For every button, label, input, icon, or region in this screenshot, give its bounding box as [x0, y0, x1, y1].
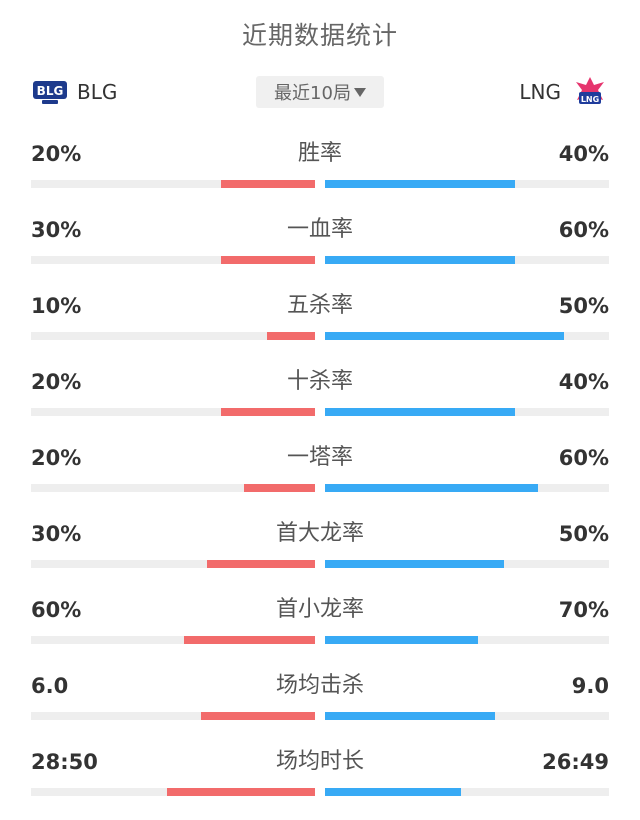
- stat-label: 一血率: [286, 217, 353, 242]
- left-bar-fill: [201, 712, 315, 720]
- left-value: 20%: [31, 142, 82, 166]
- blg-logo-icon: BLG: [31, 76, 69, 108]
- stat-label: 十杀率: [286, 369, 353, 394]
- left-bar-track: [31, 408, 315, 416]
- right-team-name: LNG: [519, 80, 561, 104]
- svg-text:LNG: LNG: [581, 95, 599, 104]
- right-value: 60%: [558, 446, 609, 470]
- left-bar-track: [31, 180, 315, 188]
- right-bar-track: [325, 636, 609, 644]
- right-bar-fill: [325, 636, 478, 644]
- left-bar-fill: [267, 332, 315, 340]
- right-bar-track: [325, 180, 609, 188]
- right-value: 70%: [558, 598, 609, 622]
- right-bar-fill: [325, 180, 515, 188]
- left-value: 30%: [31, 522, 82, 546]
- caret-down-icon: [353, 87, 366, 97]
- stat-row: 30% 首大龙率 50%: [0, 516, 640, 592]
- stat-row: 20% 一塔率 60%: [0, 440, 640, 516]
- stat-row: 10% 五杀率 50%: [0, 288, 640, 364]
- left-bar-fill: [221, 180, 315, 188]
- stat-label: 首小龙率: [275, 597, 364, 622]
- lng-logo-icon: LNG: [571, 76, 609, 108]
- right-bar-track: [325, 788, 609, 796]
- left-bar-fill: [184, 636, 315, 644]
- left-value: 60%: [31, 598, 82, 622]
- right-bar-track: [325, 560, 609, 568]
- right-bar-fill: [325, 712, 495, 720]
- stat-label: 场均时长: [275, 749, 364, 774]
- stat-row: 30% 一血率 60%: [0, 212, 640, 288]
- left-value: 20%: [31, 370, 82, 394]
- right-value: 60%: [558, 218, 609, 242]
- left-bar-fill: [244, 484, 315, 492]
- left-bar-track: [31, 256, 315, 264]
- left-bar-fill: [221, 408, 315, 416]
- left-team[interactable]: BLG BLG: [31, 76, 117, 108]
- stat-label: 首大龙率: [275, 521, 364, 546]
- left-value: 10%: [31, 294, 82, 318]
- stat-row: 20% 胜率 40%: [0, 136, 640, 212]
- right-bar-fill: [325, 788, 461, 796]
- left-value: 28:50: [31, 750, 98, 774]
- match-range-dropdown[interactable]: 最近10局: [256, 76, 384, 108]
- right-bar-fill: [325, 332, 564, 340]
- stat-label: 五杀率: [286, 293, 353, 318]
- left-bar-fill: [167, 788, 315, 796]
- stat-label: 胜率: [297, 141, 342, 166]
- left-bar-track: [31, 484, 315, 492]
- right-bar-fill: [325, 484, 538, 492]
- left-bar-track: [31, 560, 315, 568]
- right-bar-track: [325, 332, 609, 340]
- stat-row: 28:50 场均时长 26:49: [0, 744, 640, 820]
- stat-row: 60% 首小龙率 70%: [0, 592, 640, 668]
- stat-label: 场均击杀: [275, 673, 364, 698]
- stat-row: 6.0 场均击杀 9.0: [0, 668, 640, 744]
- right-value: 50%: [558, 522, 609, 546]
- page-title: 近期数据统计: [241, 21, 398, 50]
- left-value: 6.0: [31, 674, 69, 698]
- left-bar-fill: [221, 256, 315, 264]
- right-value: 40%: [558, 370, 609, 394]
- right-value: 26:49: [542, 750, 609, 774]
- stat-label: 一塔率: [286, 445, 353, 470]
- left-value: 20%: [31, 446, 82, 470]
- right-bar-track: [325, 484, 609, 492]
- right-bar-fill: [325, 256, 515, 264]
- right-value: 9.0: [571, 674, 609, 698]
- left-bar-track: [31, 712, 315, 720]
- left-value: 30%: [31, 218, 82, 242]
- left-bar-track: [31, 788, 315, 796]
- right-team[interactable]: LNG LNG: [519, 76, 609, 108]
- right-bar-fill: [325, 408, 515, 416]
- right-value: 50%: [558, 294, 609, 318]
- right-bar-track: [325, 712, 609, 720]
- svg-text:BLG: BLG: [37, 84, 64, 98]
- left-bar-track: [31, 332, 315, 340]
- right-bar-track: [325, 408, 609, 416]
- left-bar-track: [31, 636, 315, 644]
- right-value: 40%: [558, 142, 609, 166]
- right-bar-fill: [325, 560, 504, 568]
- right-bar-track: [325, 256, 609, 264]
- left-bar-fill: [207, 560, 315, 568]
- stat-row: 20% 十杀率 40%: [0, 364, 640, 440]
- match-range-label: 最近10局: [274, 83, 351, 104]
- left-team-name: BLG: [77, 80, 118, 104]
